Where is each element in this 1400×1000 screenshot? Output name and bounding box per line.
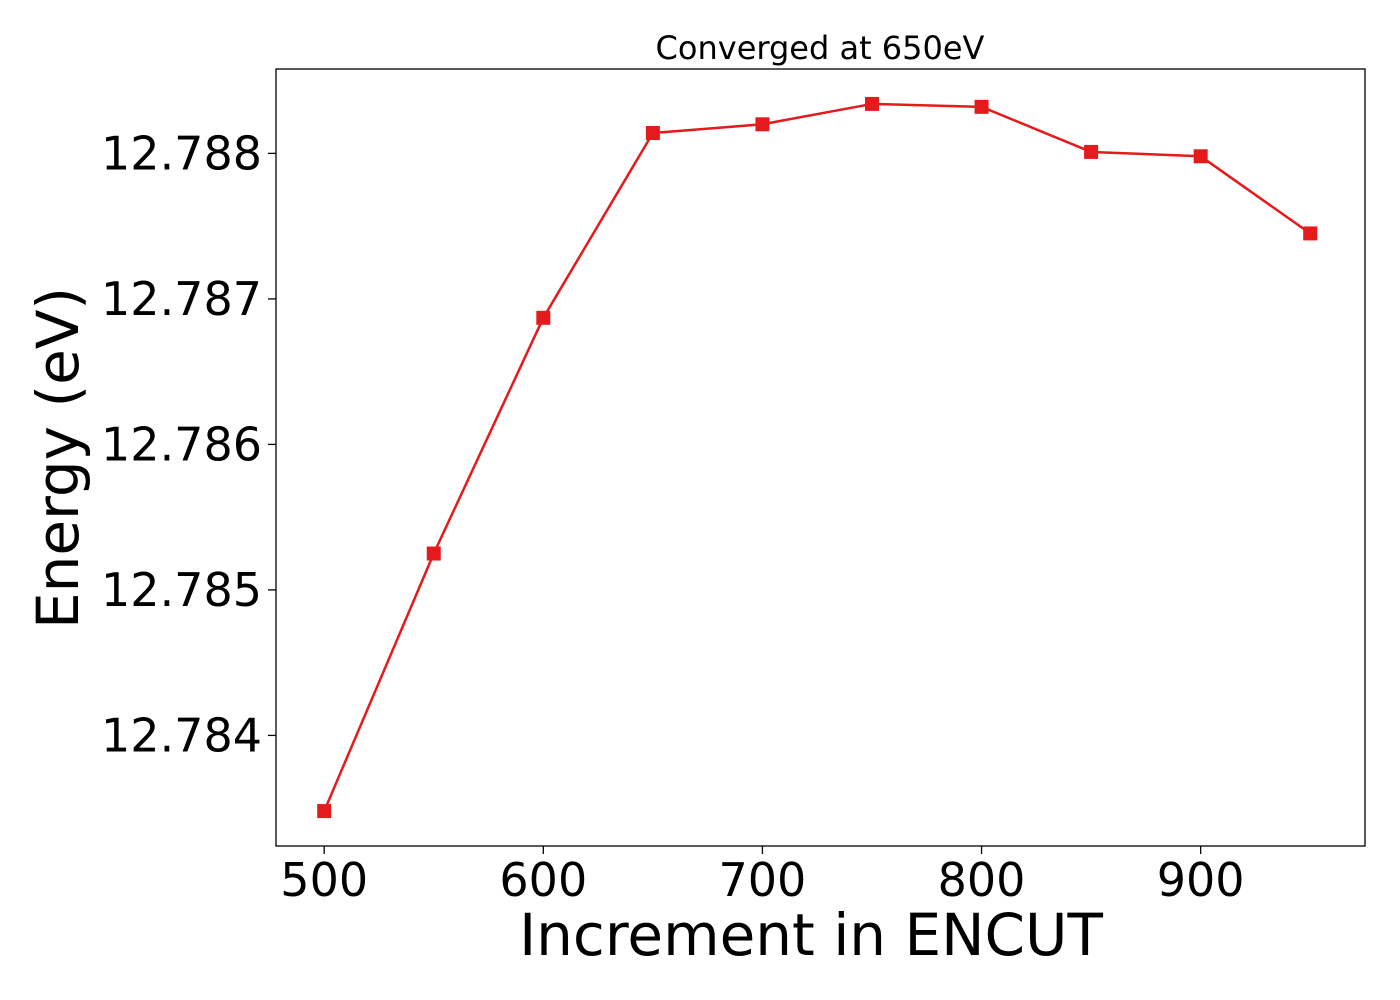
data-point-marker xyxy=(1193,149,1208,164)
data-point-marker xyxy=(755,117,770,132)
data-point-marker xyxy=(317,804,332,819)
y-tick-label: 12.784 xyxy=(101,708,262,762)
x-tick-label: 800 xyxy=(938,853,1026,907)
y-tick-label: 12.785 xyxy=(101,563,262,617)
data-point-marker xyxy=(864,96,879,111)
x-tick-label: 900 xyxy=(1157,853,1245,907)
y-tick-label: 12.786 xyxy=(101,417,262,471)
x-axis-label: Increment in ENCUT xyxy=(519,901,1103,969)
data-series xyxy=(317,96,1318,819)
y-axis-ticks: 12.784 12.785 12.786 12.787 12.788 xyxy=(101,126,276,762)
data-point-marker xyxy=(1303,226,1318,241)
y-tick-label: 12.788 xyxy=(101,126,262,180)
x-axis-ticks: 500 600 700 800 900 xyxy=(280,846,1245,907)
data-point-marker xyxy=(974,99,989,114)
data-point-marker xyxy=(1084,144,1099,159)
y-tick-label: 12.787 xyxy=(101,272,262,326)
chart-title: Converged at 650eV xyxy=(656,29,985,67)
series-line xyxy=(323,102,1311,812)
x-tick-label: 500 xyxy=(280,853,368,907)
data-point-marker xyxy=(645,126,660,141)
data-point-marker xyxy=(536,310,551,325)
y-axis-label: Energy (eV) xyxy=(24,287,92,629)
x-tick-label: 600 xyxy=(499,853,587,907)
plot-area-frame xyxy=(275,68,1366,847)
x-tick-label: 700 xyxy=(719,853,807,907)
data-point-marker xyxy=(426,546,441,561)
